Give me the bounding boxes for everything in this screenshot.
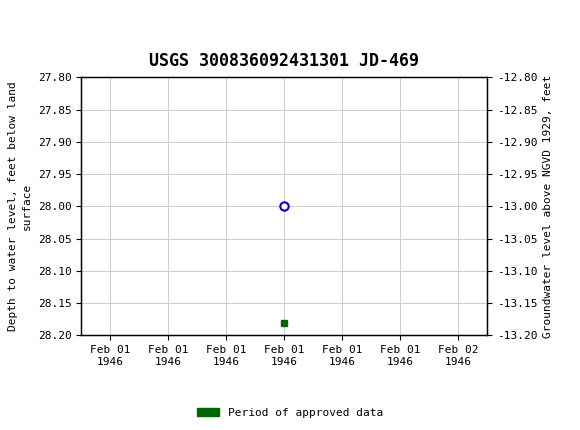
Y-axis label: Depth to water level, feet below land
surface: Depth to water level, feet below land su… <box>8 82 32 331</box>
Y-axis label: Groundwater level above NGVD 1929, feet: Groundwater level above NGVD 1929, feet <box>543 75 553 338</box>
Legend: Period of approved data: Period of approved data <box>193 403 387 422</box>
Text: ▓: ▓ <box>6 6 21 35</box>
Title: USGS 300836092431301 JD-469: USGS 300836092431301 JD-469 <box>149 52 419 70</box>
Bar <box>6 4 52 37</box>
Text: USGS: USGS <box>14 12 70 29</box>
